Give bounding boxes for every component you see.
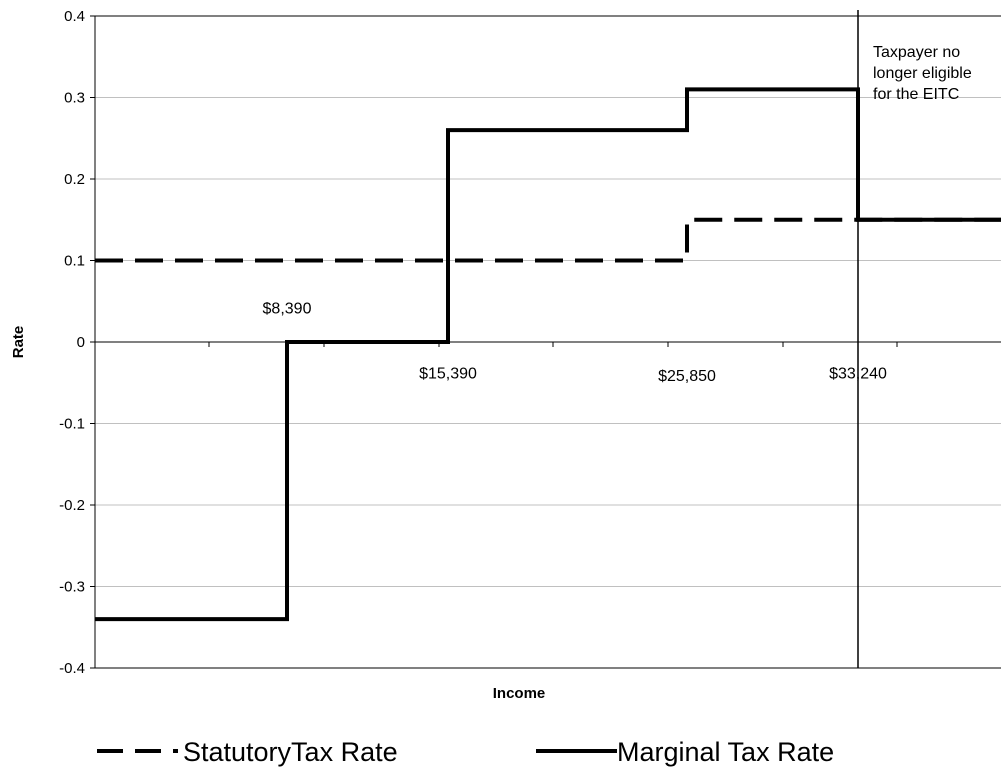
y-axis-title: Rate bbox=[10, 326, 27, 359]
y-tick-label: 0.4 bbox=[64, 8, 85, 25]
marginal-tax-rate-line bbox=[95, 87, 1001, 622]
eitc-note-line: for the EITC bbox=[873, 86, 959, 103]
eitc-note-line: longer eligible bbox=[873, 65, 972, 82]
series-lines bbox=[95, 10, 1001, 668]
legend-label-marginal: Marginal Tax Rate bbox=[617, 737, 834, 767]
legend: StatutoryTax Rate Marginal Tax Rate bbox=[97, 737, 834, 767]
y-tick-label: 0.3 bbox=[64, 90, 85, 107]
y-tick-label: -0.4 bbox=[59, 660, 85, 677]
axes bbox=[94, 15, 1001, 669]
income-threshold-label: $15,390 bbox=[419, 366, 477, 383]
annotations: $8,390 $15,390 $25,850 $33,240 bbox=[263, 300, 887, 385]
y-tick-label: -0.2 bbox=[59, 497, 85, 514]
legend-label-statutory: StatutoryTax Rate bbox=[183, 737, 398, 767]
eitc-note-line: Taxpayer no bbox=[873, 44, 960, 61]
y-axis-ticks: 0.4 0.3 0.2 0.1 0 -0.1 -0.2 -0.3 -0.4 bbox=[59, 8, 95, 677]
y-tick-label: 0.1 bbox=[64, 253, 85, 270]
note-text: Taxpayer no longer eligible for the EITC bbox=[873, 44, 972, 103]
y-tick-label: 0 bbox=[77, 334, 85, 351]
y-tick-label: -0.3 bbox=[59, 579, 85, 596]
y-tick-label: -0.1 bbox=[59, 416, 85, 433]
y-tick-label: 0.2 bbox=[64, 171, 85, 188]
x-axis-title: Income bbox=[493, 685, 546, 702]
grid bbox=[95, 15, 1001, 669]
income-threshold-label: $25,850 bbox=[658, 368, 716, 385]
statutory-tax-rate-line bbox=[95, 217, 1001, 263]
income-threshold-label: $8,390 bbox=[263, 300, 312, 317]
income-threshold-label: $33,240 bbox=[829, 366, 887, 383]
